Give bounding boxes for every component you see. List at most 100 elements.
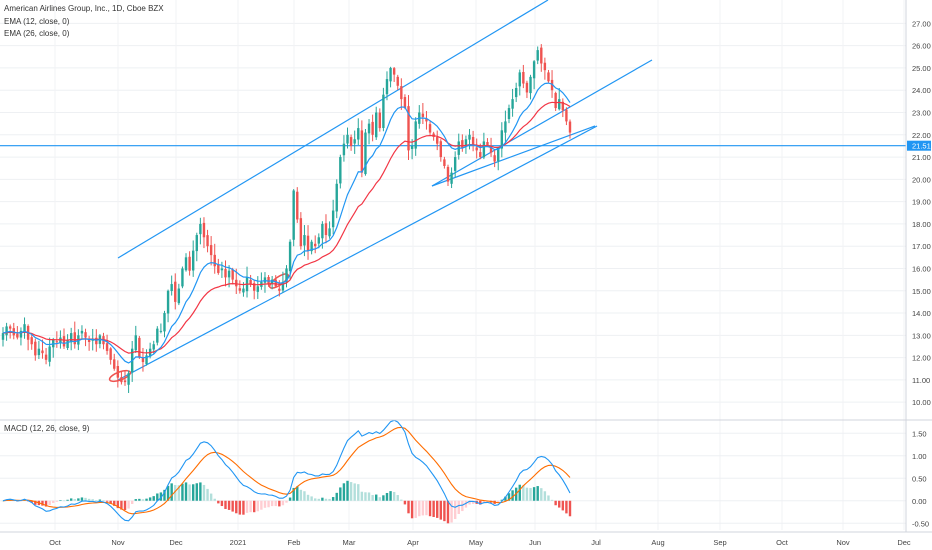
candle [339,154,342,189]
candle [263,272,267,293]
macd-histogram-bar [19,500,23,502]
candle-body [23,324,26,333]
macd-histogram-bar [324,498,328,501]
macd-histogram-bar [500,499,504,501]
macd-histogram-bar [213,498,216,501]
candle-body [195,235,198,252]
macd-histogram-bar [281,500,285,506]
candle [213,243,216,274]
macd-histogram-bar [303,491,306,501]
candle [461,134,464,152]
macd-histogram-bar [328,498,331,501]
candle-body [48,346,51,362]
candle-body [529,76,532,94]
candle [80,325,84,339]
candle-body [339,157,342,184]
candle-body [360,130,364,173]
candle-body [109,348,112,360]
candle [418,105,421,129]
candle [12,322,15,340]
candle-body [468,134,471,140]
candle-body [206,235,209,247]
macd-histogram-bar [44,500,48,507]
macd-histogram-bar [396,495,399,501]
candle [446,164,450,186]
candle-body [80,330,84,334]
macd-histogram-bar [98,499,102,501]
candle [296,187,299,223]
candle-body [317,237,320,244]
candle-body [134,335,137,351]
candle-body [461,140,464,149]
candle [224,260,227,287]
candle-body [558,99,561,110]
macd-histogram-bar [278,500,281,507]
candle [209,236,213,266]
candle-body [34,341,37,356]
macd-histogram-bar [134,499,137,501]
candle [525,80,529,99]
candle-body [489,146,493,153]
macd-histogram-bar [256,500,259,512]
candle-body [346,134,349,144]
macd-histogram-bar [285,500,288,503]
macd-histogram-bar [235,500,238,514]
macd-histogram-bar [543,491,547,501]
macd-histogram-bar [148,497,152,501]
macd-histogram-bar [95,500,98,501]
macd-histogram-bar [224,500,227,509]
macd-histogram-bar [331,497,335,501]
candle [245,266,249,298]
macd-histogram-bar [52,500,55,503]
ema-slow-label: EMA (26, close, 0) [4,29,70,38]
candle [156,326,159,346]
candle-body [314,243,317,247]
candle-body [443,159,446,166]
macd-histogram-bar [349,482,353,501]
candle [163,310,166,338]
candle [84,328,87,347]
macd-histogram-bar [357,484,360,501]
candle-body [436,137,439,144]
candle [443,156,446,169]
candle [357,118,360,146]
candle-body [561,101,565,111]
candle [331,199,335,235]
macd-histogram-bar [353,483,356,501]
candle [314,235,317,254]
macd-histogram-bar [174,485,177,501]
candle [231,267,234,285]
ema-slow-line [2,101,571,354]
y-tick-label: 11.00 [912,376,930,385]
x-tick-label: Oct [49,538,62,547]
candle-body [396,76,399,86]
y-tick-label: 25.00 [912,64,931,73]
macd-histogram-bar [274,500,277,507]
last-price-tag [907,140,931,151]
macd-histogram-bar [245,500,249,513]
macd-histogram-bar [392,491,396,501]
candle-body [238,288,242,291]
y-tick-label: 1.50 [912,429,927,438]
candle-body [349,137,353,146]
macd-histogram-bar [227,500,231,510]
candle [317,233,320,249]
candle [281,271,285,293]
macd-histogram-bar [367,492,371,501]
candle-body [486,142,489,146]
y-tick-label: 14.00 [912,309,931,318]
candle-body [278,288,281,291]
macd-histogram-bar [177,485,181,501]
candle [253,279,256,300]
candle-body [217,264,220,273]
macd-histogram-bar [141,499,145,501]
x-tick-label: Dec [897,538,911,547]
macd-histogram-bar [561,500,565,511]
macd-histogram-bar [461,500,464,512]
candle [41,339,44,359]
macd-histogram-bar [432,500,435,518]
macd-histogram-bar [159,492,163,501]
candle [184,253,188,272]
candle [353,130,356,154]
